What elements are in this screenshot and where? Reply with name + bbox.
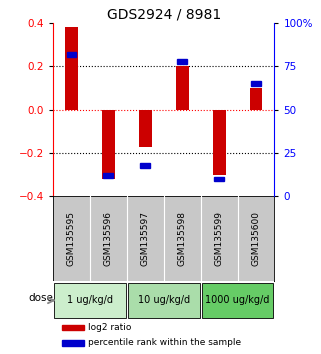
Bar — [140, 163, 150, 167]
Text: GSM135595: GSM135595 — [67, 211, 76, 266]
Text: percentile rank within the sample: percentile rank within the sample — [88, 338, 241, 347]
Text: GSM135600: GSM135600 — [251, 211, 261, 266]
Bar — [139, 110, 152, 147]
FancyBboxPatch shape — [54, 283, 126, 318]
Title: GDS2924 / 8981: GDS2924 / 8981 — [107, 8, 221, 22]
FancyBboxPatch shape — [202, 283, 273, 318]
Text: log2 ratio: log2 ratio — [88, 323, 131, 332]
Bar — [62, 325, 84, 330]
Bar — [176, 66, 189, 110]
Bar — [214, 177, 224, 181]
Text: GSM135599: GSM135599 — [214, 211, 224, 266]
Bar — [213, 110, 226, 175]
Text: GSM135596: GSM135596 — [104, 211, 113, 266]
Bar — [66, 52, 76, 57]
Bar — [62, 340, 84, 346]
Bar — [65, 27, 78, 110]
Bar — [103, 173, 113, 178]
Bar — [102, 110, 115, 179]
Text: 1000 ug/kg/d: 1000 ug/kg/d — [205, 295, 270, 306]
Bar — [251, 81, 261, 86]
Text: GSM135598: GSM135598 — [178, 211, 187, 266]
Text: 1 ug/kg/d: 1 ug/kg/d — [67, 295, 113, 306]
FancyBboxPatch shape — [128, 283, 200, 318]
Bar — [177, 59, 187, 63]
Text: dose: dose — [28, 293, 53, 303]
Text: 10 ug/kg/d: 10 ug/kg/d — [138, 295, 190, 306]
Text: GSM135597: GSM135597 — [141, 211, 150, 266]
Bar — [249, 88, 263, 110]
